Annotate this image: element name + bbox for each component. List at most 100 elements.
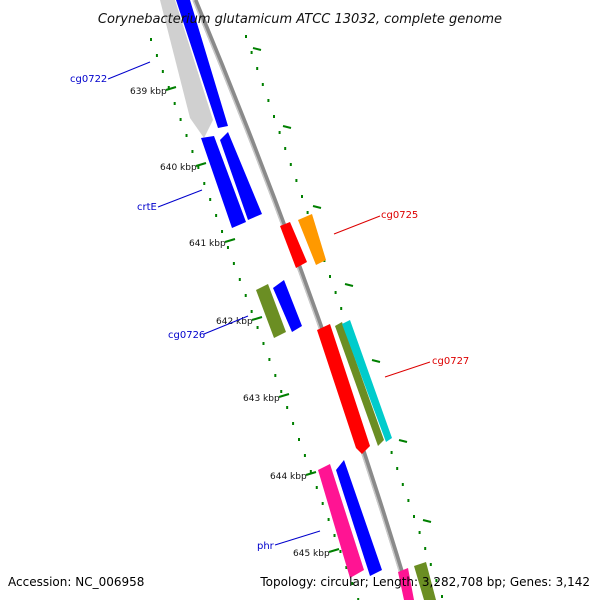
kbp-tick-label: 644 kbp — [270, 472, 307, 482]
minor-tick — [167, 86, 170, 89]
minor-tick — [256, 326, 259, 329]
minor-tick — [418, 531, 421, 534]
olive-gene-feature — [256, 284, 286, 338]
minor-tick — [267, 99, 270, 102]
minor-tick — [315, 486, 318, 489]
minor-tick — [340, 307, 343, 310]
cyan-gene-feature — [342, 320, 392, 442]
gene-features — [160, 0, 436, 600]
blue-gene-feature — [176, 0, 228, 128]
kbp-tick-mark — [251, 316, 263, 321]
minor-tick — [327, 518, 330, 521]
minor-tick — [339, 550, 342, 553]
gene-label: cg0727 — [432, 356, 469, 367]
kbp-tick-mark — [195, 162, 207, 167]
minor-tick — [273, 115, 275, 118]
gene-label-leader — [274, 530, 321, 546]
olive-gene-feature — [335, 322, 384, 446]
minor-tick — [226, 246, 229, 249]
gene-label: phr — [257, 541, 275, 552]
kbp-tick-mark — [165, 86, 177, 91]
minor-tick — [215, 214, 218, 217]
minor-tick — [295, 179, 298, 182]
minor-tick — [274, 374, 277, 377]
outer-tick-track — [150, 38, 360, 600]
minor-tick — [250, 310, 253, 313]
pink-gene-feature — [398, 568, 414, 600]
major-tick — [312, 205, 322, 209]
minor-tick — [261, 83, 264, 86]
minor-tick — [203, 182, 206, 185]
gene-label: cg0726 — [168, 330, 205, 341]
blue-gene-feature — [273, 280, 302, 332]
minor-tick — [191, 150, 194, 153]
minor-tick — [155, 54, 158, 57]
minor-tick — [303, 454, 306, 457]
major-tick — [252, 47, 262, 51]
minor-tick — [298, 438, 300, 441]
backbone — [192, 0, 413, 600]
minor-tick — [413, 515, 415, 518]
minor-tick — [407, 499, 410, 502]
major-tick — [282, 125, 292, 129]
minor-tick — [292, 422, 295, 425]
minor-tick — [221, 230, 224, 233]
kbp-tick-mark — [278, 393, 290, 398]
gray-gene-feature — [160, 0, 213, 138]
minor-tick — [429, 563, 432, 566]
genome-summary-text: Topology: circular; Length: 3,282,708 bp… — [259, 575, 590, 589]
minor-tick — [232, 262, 235, 265]
minor-tick — [306, 211, 309, 214]
minor-tick — [435, 579, 438, 582]
kbp-tick-mark — [305, 471, 317, 476]
minor-tick — [238, 278, 241, 281]
minor-tick — [321, 502, 324, 505]
gene-label: cg0725 — [381, 210, 418, 221]
gene-label-leader — [157, 189, 203, 208]
red-gene-feature — [280, 222, 307, 268]
minor-tick — [329, 275, 331, 278]
gene-label-leader — [203, 315, 249, 335]
minor-tick — [262, 342, 265, 345]
olive-gene-feature — [414, 562, 436, 600]
kbp-tick-label: 639 kbp — [130, 87, 167, 97]
red-gene-feature — [317, 324, 370, 454]
minor-tick — [161, 70, 164, 73]
major-tick — [422, 519, 432, 523]
minor-tick — [351, 582, 354, 585]
blue-gene-feature — [220, 132, 262, 220]
minor-tick — [401, 483, 404, 486]
gene-label-leader — [107, 61, 151, 80]
minor-tick — [173, 102, 176, 105]
minor-tick — [197, 166, 200, 169]
minor-tick — [345, 566, 348, 569]
minor-tick — [441, 595, 443, 598]
major-tick — [398, 439, 408, 443]
minor-tick — [309, 470, 312, 473]
minor-tick — [396, 467, 399, 470]
minor-tick — [179, 118, 182, 121]
minor-tick — [289, 163, 292, 166]
blue-gene-feature — [201, 136, 246, 228]
map-title: Corynebacterium glutamicum ATCC 13032, c… — [98, 12, 502, 27]
inner-tick-track — [245, 35, 443, 598]
minor-tick — [256, 67, 259, 70]
minor-tick — [185, 134, 188, 137]
major-tick — [371, 359, 381, 363]
minor-tick — [334, 291, 337, 294]
gene-label: cg0722 — [70, 74, 107, 85]
gene-label-leader — [384, 361, 431, 378]
kbp-tick-label: 640 kbp — [160, 163, 197, 173]
blue-gene-feature — [336, 460, 382, 576]
minor-tick — [150, 38, 152, 41]
minor-tick — [209, 198, 212, 201]
pink-gene-feature — [318, 464, 364, 578]
minor-tick — [278, 131, 281, 134]
orange-gene-feature — [298, 214, 326, 265]
minor-tick — [424, 547, 427, 550]
kbp-tick-mark — [224, 238, 236, 243]
gene-label-leader — [333, 215, 381, 235]
minor-tick — [301, 195, 303, 198]
minor-tick — [268, 358, 271, 361]
